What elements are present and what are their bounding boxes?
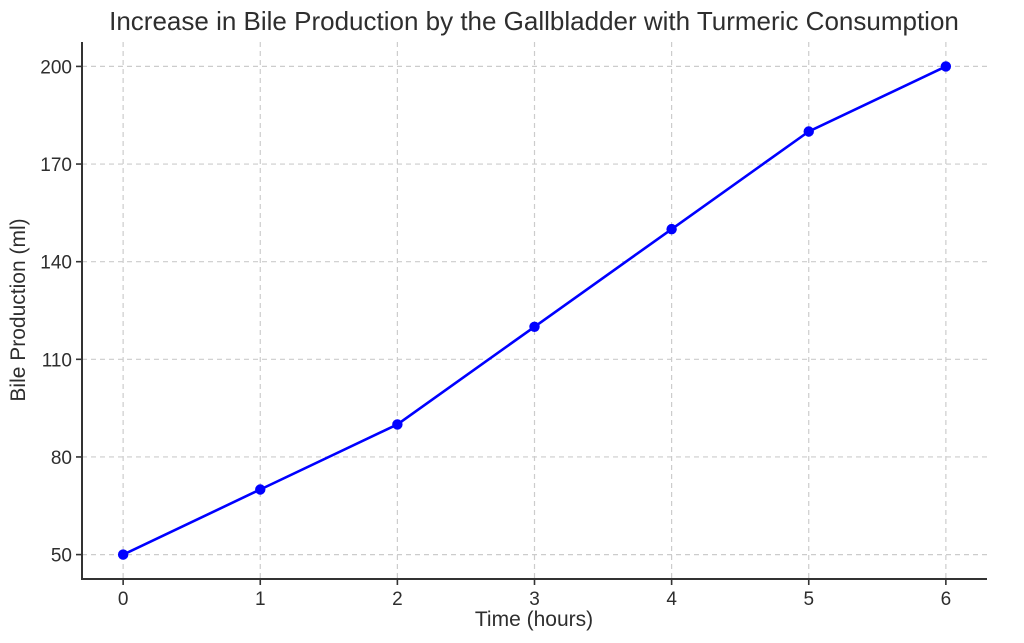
axes: 0 1 2 3 4 5 6 50 80 110 140 170 200 [40, 42, 987, 610]
y-axis-label: Bile Production (ml) [7, 218, 30, 401]
data-point [392, 419, 403, 430]
x-tick-label: 2 [392, 589, 403, 610]
x-tick-label: 3 [529, 589, 540, 610]
data-point [940, 61, 952, 72]
data-point [117, 549, 129, 560]
chart-title: Increase in Bile Production by the Gallb… [109, 6, 959, 36]
x-tick-label: 1 [255, 589, 266, 610]
x-axis-label: Time (hours) [475, 608, 593, 631]
data-point [529, 321, 540, 332]
y-tick-label: 80 [51, 448, 72, 469]
y-tick-label: 200 [40, 57, 72, 78]
x-tick-label: 5 [803, 589, 814, 610]
y-tick-label: 50 [51, 546, 72, 567]
data-line [121, 65, 948, 556]
data-point [666, 223, 677, 235]
x-tick-label: 4 [666, 589, 677, 610]
y-tick-label: 140 [40, 253, 72, 274]
data-point [255, 484, 266, 495]
x-tick-label: 0 [118, 589, 129, 610]
gridlines [82, 42, 987, 579]
data-point [803, 126, 814, 137]
y-tick-label: 170 [40, 155, 72, 176]
x-tick-label: 6 [941, 589, 952, 610]
line-series [117, 61, 952, 560]
y-tick-label: 110 [42, 350, 72, 371]
